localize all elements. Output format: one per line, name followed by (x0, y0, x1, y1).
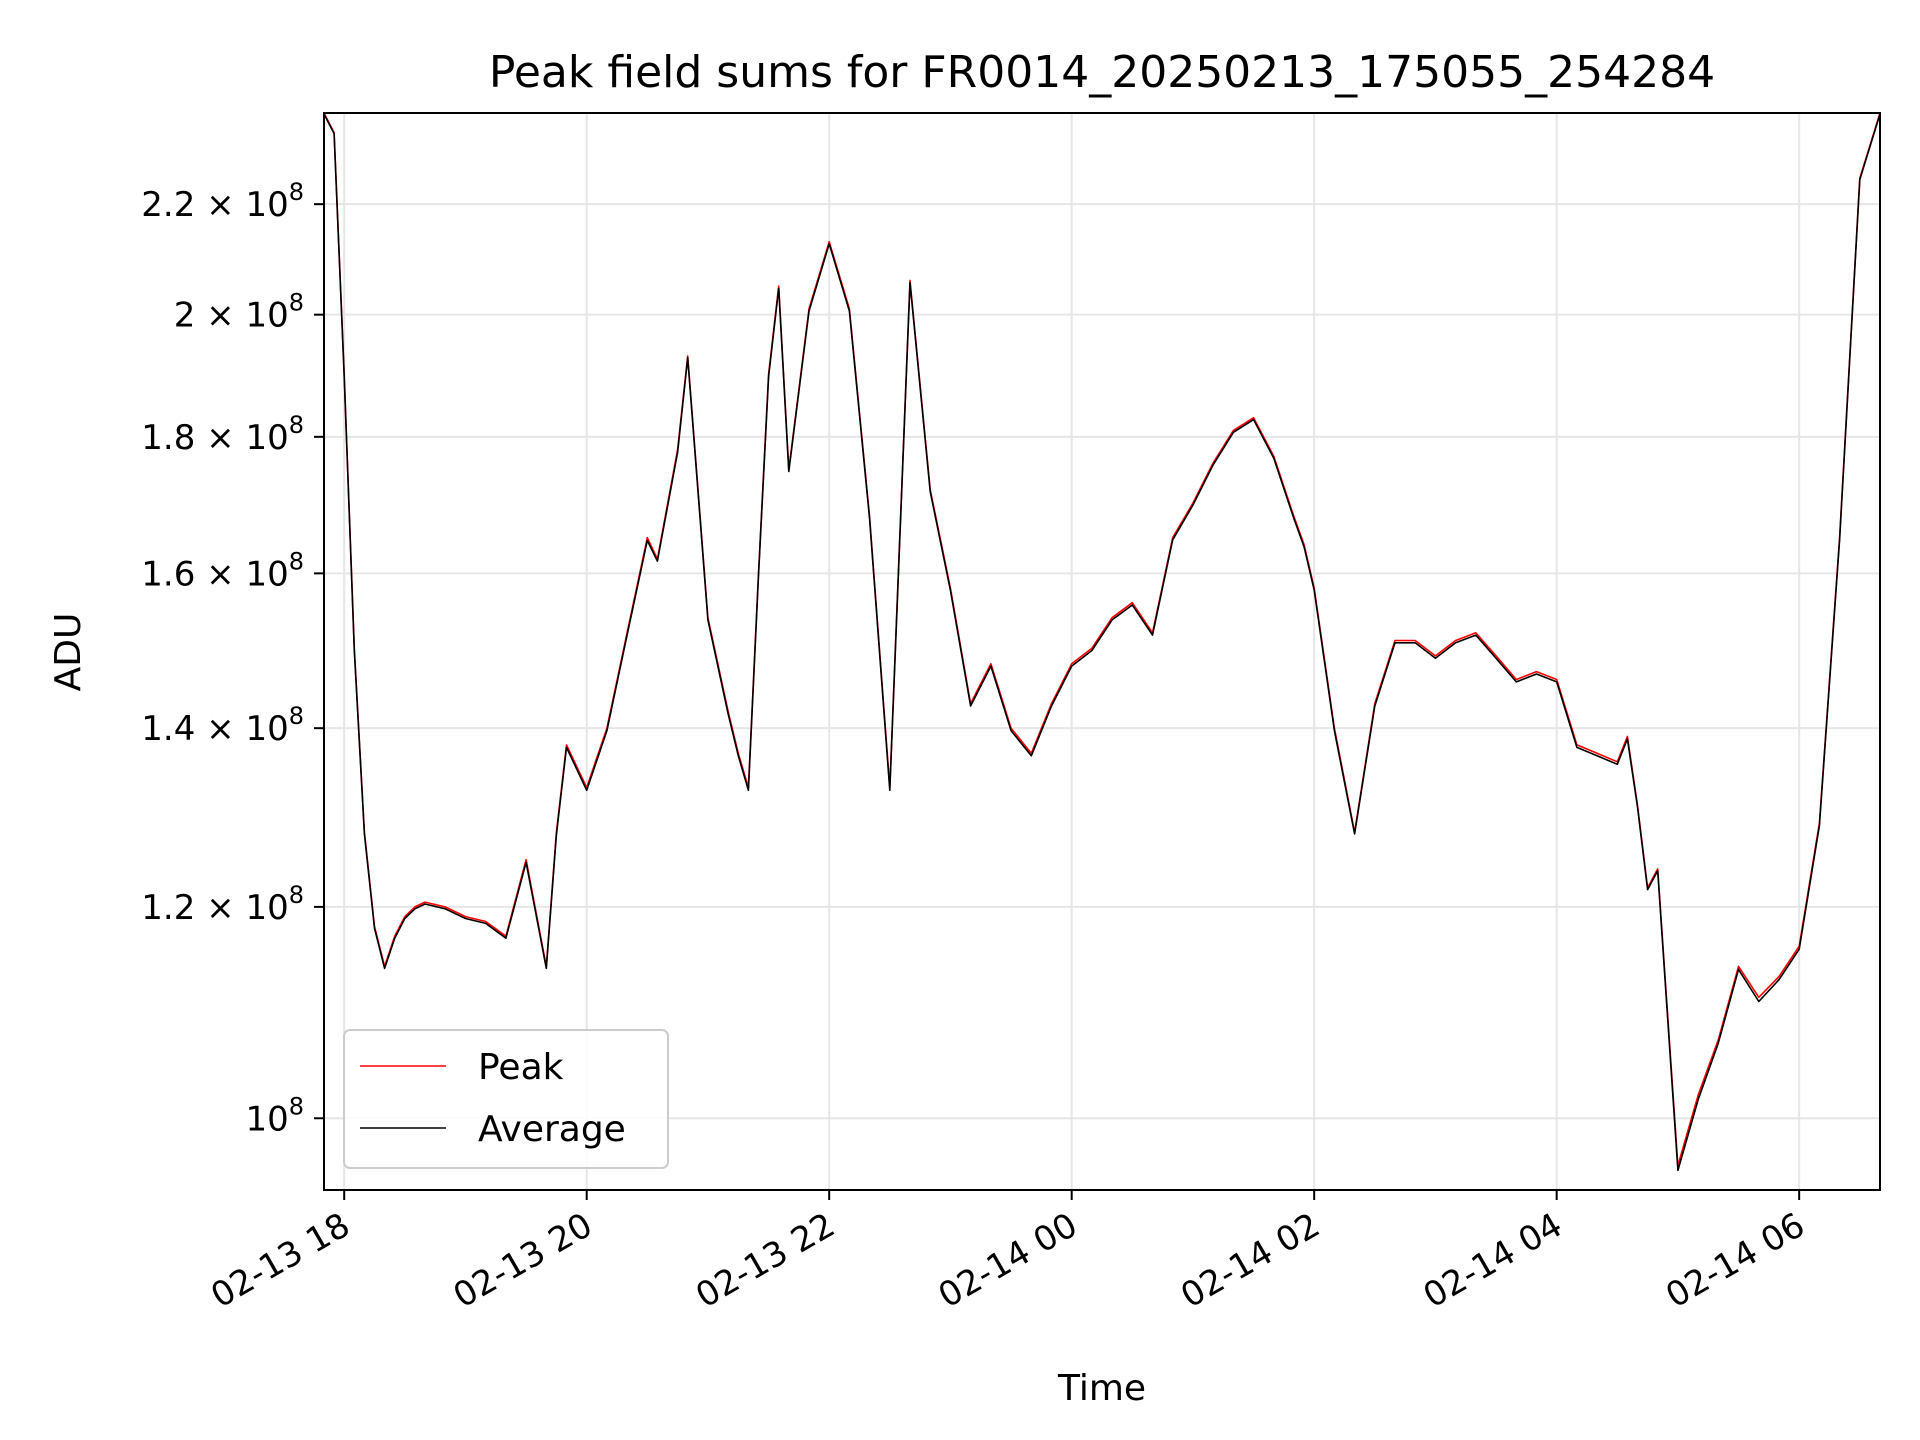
series-line-average (323, 113, 1881, 1172)
y-tick-label: 1.8 × 108 (141, 411, 304, 458)
plot-frame (323, 112, 1881, 1191)
y-tick-label: 1.4 × 108 (141, 702, 304, 749)
y-tick-label: 2 × 108 (174, 289, 304, 336)
x-tick-label: 02-14 00 (932, 1205, 1084, 1316)
x-tick-label: 02-14 06 (1659, 1205, 1811, 1316)
series-line-peak (323, 112, 1881, 1167)
x-tick-label: 02-13 18 (204, 1205, 356, 1316)
grid (324, 113, 1880, 1190)
y-axis-ticks: 108 1.2 × 108 1.4 × 108 1.6 × 108 1.8 × 108 2… (141, 178, 324, 1139)
series-lines (323, 112, 1881, 1172)
x-tick-label: 02-13 22 (689, 1205, 841, 1316)
legend-box (343, 1029, 669, 1169)
legend: Peak Average (343, 1029, 669, 1169)
y-tick-label: 2.2 × 108 (141, 178, 304, 225)
x-tick-label: 02-13 20 (447, 1205, 599, 1316)
y-tick-label: 1.2 × 108 (141, 881, 304, 928)
chart-title: Peak field sums for FR0014_20250213_1750… (489, 47, 1715, 98)
x-axis-ticks: 02-13 18 02-13 20 02-13 22 02-14 00 02-14 02… (204, 1190, 1812, 1316)
x-tick-label: 02-14 04 (1417, 1205, 1569, 1316)
y-axis-label: ADU (48, 613, 89, 692)
y-tick-label: 108 (245, 1092, 304, 1139)
x-axis-label: Time (1057, 1368, 1146, 1409)
x-tick-label: 02-14 02 (1174, 1205, 1326, 1316)
legend-label-average: Average (478, 1109, 626, 1150)
y-tick-label: 1.6 × 108 (141, 547, 304, 594)
legend-label-peak: Peak (478, 1047, 564, 1088)
